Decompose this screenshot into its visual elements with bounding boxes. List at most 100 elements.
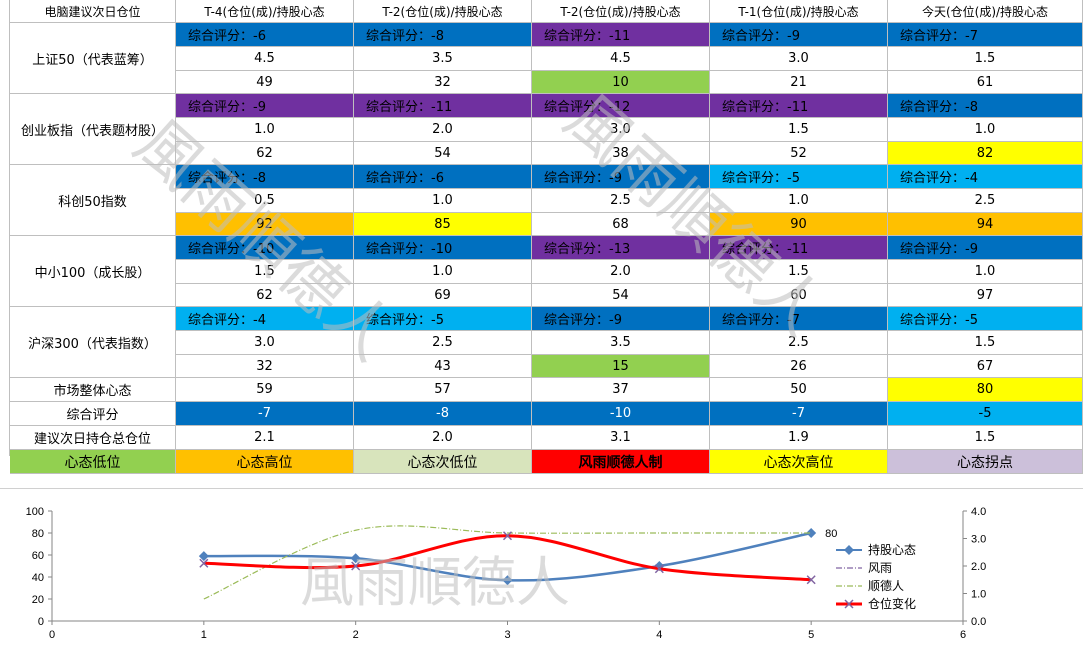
score-cell: 综合评分：-10 [354, 236, 532, 260]
mood-cell: 61 [888, 71, 1083, 94]
position-cell: 2.0 [354, 118, 532, 142]
index-name: 沪深300（代表指数） [10, 307, 176, 378]
position-cell: 4.5 [532, 47, 710, 71]
score-cell: 综合评分：-9 [710, 23, 888, 47]
mood-cell: 67 [888, 355, 1083, 378]
mood-cell: 68 [532, 213, 710, 236]
x-tick-label: 2 [353, 629, 359, 641]
column-header: T-2(仓位(成)/持股心态 [532, 0, 710, 23]
position-cell: 1.0 [710, 189, 888, 213]
score-cell: 综合评分：-11 [710, 94, 888, 118]
suggested-position-cell: 1.9 [710, 426, 888, 450]
data-point-diamond [198, 551, 209, 562]
mood-cell: 21 [710, 71, 888, 94]
mood-chart: 0 20 40 60 80 100 0.0 1.0 2.0 3.0 4.0 0 1 2 3 4 5 6 80 持股心态… [0, 488, 1083, 661]
mood-cell: 97 [888, 284, 1083, 307]
score-cell: 综合评分：-6 [354, 165, 532, 189]
series-line [203, 534, 812, 582]
suggested-position-cell: 3.1 [532, 426, 710, 450]
score-cell: 综合评分：-12 [532, 94, 710, 118]
position-cell: 3.5 [354, 47, 532, 71]
mood-cell: 82 [888, 142, 1083, 165]
score-cell: 综合评分：-6 [176, 23, 354, 47]
position-cell: 0.5 [176, 189, 354, 213]
legend-label: 仓位变化 [868, 596, 916, 611]
overall-score-cell: -5 [888, 402, 1083, 426]
color-legend-swatch: 心态次高位 [710, 450, 888, 474]
y2-tick-label: 2.0 [971, 561, 986, 573]
position-cell: 1.0 [176, 118, 354, 142]
score-cell: 综合评分：-9 [532, 165, 710, 189]
position-cell: 4.5 [176, 47, 354, 71]
series-line [203, 525, 812, 600]
mood-cell: 69 [354, 284, 532, 307]
legend-label: 顺德人 [868, 578, 904, 593]
data-point-diamond [806, 528, 817, 538]
column-header: T-2(仓位(成)/持股心态 [354, 0, 532, 23]
market-mood-cell: 37 [532, 378, 710, 402]
score-cell: 综合评分：-13 [532, 236, 710, 260]
color-legend-swatch: 心态次低位 [354, 450, 532, 474]
mood-cell: 49 [176, 71, 354, 94]
index-name: 中小100（成长股） [10, 236, 176, 307]
mood-cell: 90 [710, 213, 888, 236]
data-point-diamond [502, 575, 513, 586]
score-cell: 综合评分：-5 [888, 307, 1083, 331]
y-tick-label: 20 [32, 594, 44, 606]
x-tick-label: 0 [49, 629, 55, 641]
mood-cell: 38 [532, 142, 710, 165]
position-cell: 1.0 [888, 118, 1083, 142]
position-cell: 1.5 [888, 47, 1083, 71]
score-cell: 综合评分：-5 [354, 307, 532, 331]
color-legend-swatch: 心态低位 [10, 450, 176, 474]
score-cell: 综合评分：-7 [710, 307, 888, 331]
mood-cell: 15 [532, 355, 710, 378]
position-cell: 1.5 [176, 260, 354, 284]
mood-cell: 62 [176, 284, 354, 307]
score-cell: 综合评分：-9 [532, 307, 710, 331]
y-tick-label: 100 [26, 506, 44, 518]
y2-tick-label: 0.0 [971, 616, 986, 628]
score-cell: 综合评分：-8 [354, 23, 532, 47]
legend-marker [844, 599, 854, 609]
mood-cell: 32 [354, 71, 532, 94]
score-cell: 综合评分：-4 [888, 165, 1083, 189]
score-cell: 综合评分：-11 [532, 23, 710, 47]
score-cell: 综合评分：-5 [710, 165, 888, 189]
score-cell: 综合评分：-9 [888, 236, 1083, 260]
score-cell: 综合评分：-7 [888, 23, 1083, 47]
x-tick-label: 6 [960, 629, 966, 641]
position-cell: 2.5 [532, 189, 710, 213]
position-cell: 2.5 [888, 189, 1083, 213]
mood-cell: 62 [176, 142, 354, 165]
mood-cell: 92 [176, 213, 354, 236]
column-header: 今天(仓位(成)/持股心态 [888, 0, 1083, 23]
overall-score-cell: -7 [176, 402, 354, 426]
score-cell: 综合评分：-10 [176, 236, 354, 260]
color-legend-swatch: 心态高位 [176, 450, 354, 474]
column-header: T-4(仓位(成)/持股心态 [176, 0, 354, 23]
mood-cell: 94 [888, 213, 1083, 236]
position-cell: 3.5 [532, 331, 710, 355]
market-mood-label: 市场整体心态 [10, 378, 176, 402]
score-cell: 综合评分：-11 [354, 94, 532, 118]
position-cell: 2.5 [710, 331, 888, 355]
mood-cell: 26 [710, 355, 888, 378]
market-mood-cell: 57 [354, 378, 532, 402]
y2-tick-label: 1.0 [971, 589, 986, 601]
mood-cell: 85 [354, 213, 532, 236]
position-cell: 1.5 [888, 331, 1083, 355]
y-tick-label: 0 [38, 616, 44, 628]
mood-cell: 32 [176, 355, 354, 378]
suggested-position-cell: 2.0 [354, 426, 532, 450]
score-cell: 综合评分：-9 [176, 94, 354, 118]
market-mood-cell: 50 [710, 378, 888, 402]
data-point-x [654, 564, 664, 574]
data-label: 80 [825, 528, 837, 540]
column-header: T-1(仓位(成)/持股心态 [710, 0, 888, 23]
position-cell: 1.0 [888, 260, 1083, 284]
index-name: 创业板指（代表题材股） [10, 94, 176, 165]
suggested-position-cell: 2.1 [176, 426, 354, 450]
score-cell: 综合评分：-11 [710, 236, 888, 260]
overall-score-cell: -10 [532, 402, 710, 426]
